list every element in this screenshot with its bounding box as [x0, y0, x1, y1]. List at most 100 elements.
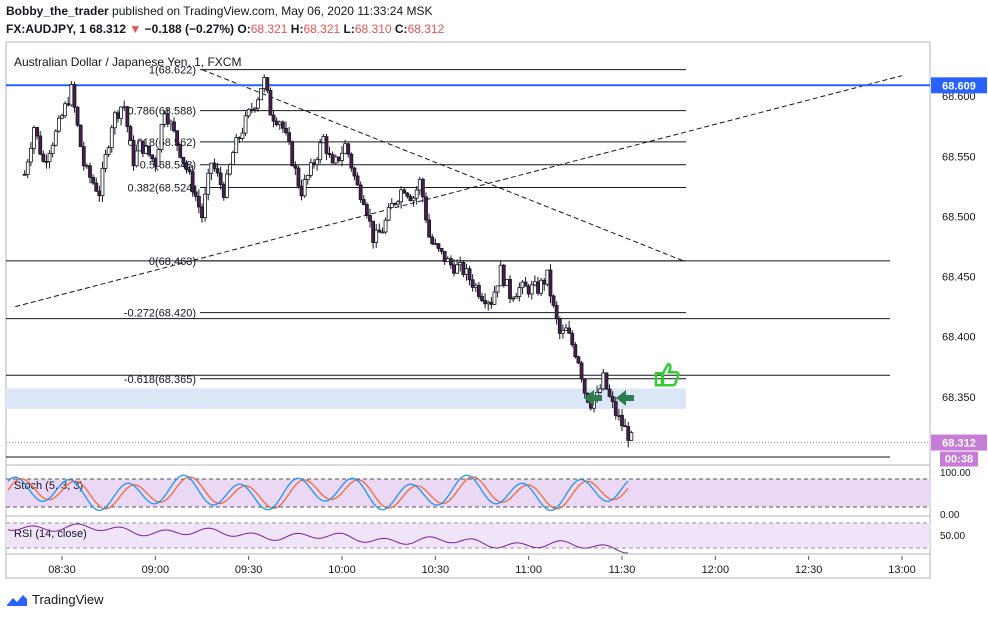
candle-body [392, 202, 397, 205]
y-tick-label: 68.500 [942, 211, 976, 223]
candle-body [430, 236, 435, 245]
stoch-tick: 0.00 [940, 510, 960, 521]
chart-title: Australian Dollar / Japanese Yen, 1, FXC… [14, 55, 241, 69]
candle-body [137, 140, 142, 152]
symbol-header: FX:AUDJPY, 1 68.312 ▼ −0.188 (−0.27%) O:… [6, 22, 444, 36]
candle-body [35, 127, 40, 137]
candle-body [489, 301, 494, 305]
candle-body [153, 158, 158, 167]
candle-body [573, 344, 578, 358]
last-price-tag [931, 434, 987, 451]
candle-body [623, 425, 628, 428]
candle-body [333, 156, 338, 164]
x-tick-label: 13:00 [888, 564, 916, 576]
candle-body [517, 287, 522, 297]
tradingview-brand[interactable]: TradingView [32, 592, 104, 607]
trendline-down [201, 69, 684, 262]
candle-body [352, 167, 357, 177]
candle-body [396, 201, 400, 205]
candle-body [560, 330, 565, 334]
candle-body [349, 153, 354, 169]
candle-body [209, 162, 214, 174]
candle-body [231, 152, 236, 165]
last-price-label: 68.312 [942, 438, 976, 450]
candle-body [327, 153, 332, 156]
candle-body [41, 153, 46, 162]
candle-body [125, 106, 130, 128]
last-price: 68.312 [89, 22, 127, 36]
candle-body [498, 264, 503, 287]
candle-body [445, 258, 450, 263]
candle-body [175, 130, 180, 145]
candle-body [268, 89, 273, 116]
candle-body [159, 124, 164, 150]
candle-body [336, 156, 341, 161]
candle-body [84, 165, 89, 168]
candle-body [448, 258, 453, 266]
candle-body [131, 140, 136, 167]
candle-body [442, 251, 447, 263]
candle-body [508, 278, 512, 299]
candle-body [473, 284, 478, 288]
candle-body [582, 378, 587, 394]
candle-body [88, 165, 92, 178]
candle-body [94, 182, 99, 192]
candle-body [458, 261, 463, 266]
support-zone [6, 388, 686, 409]
candle-body [536, 281, 540, 294]
candle-body [265, 77, 270, 91]
rsi-line [7, 523, 629, 554]
candle-body [613, 401, 618, 416]
candle-body [259, 88, 264, 101]
candle-body [237, 137, 242, 140]
candle-body [548, 269, 553, 297]
candle-body [321, 136, 326, 144]
candle-body [464, 268, 469, 275]
candle-body [212, 162, 217, 170]
candle-body [218, 172, 223, 185]
countdown-label: 00:38 [945, 454, 973, 466]
candle-body [224, 173, 229, 198]
candle-body [28, 147, 33, 163]
candle-body [526, 285, 531, 295]
candle-body [299, 185, 304, 197]
symbol-name: FX:AUDJPY, 1 [6, 22, 87, 36]
candle-body [368, 215, 372, 222]
candle-body [106, 147, 111, 155]
candle-body [100, 168, 105, 197]
stoch-label: Stoch (5, 3, 3) [14, 480, 83, 492]
candle-body [564, 327, 568, 331]
candles [22, 74, 634, 448]
candle-body [358, 184, 363, 200]
x-tick-label: 09:30 [235, 564, 263, 576]
candle-body [355, 175, 360, 186]
candle-body [119, 106, 124, 119]
candle-body [486, 301, 491, 305]
candle-body [228, 164, 232, 175]
candle-body [601, 372, 606, 390]
candle-body [570, 332, 575, 346]
candle-body [22, 173, 27, 176]
candle-body [520, 281, 525, 289]
trendline-up [15, 75, 903, 308]
tradingview-logo-icon [7, 594, 27, 606]
author-name[interactable]: Bobby_the_trader [6, 4, 109, 18]
countdown-tag [940, 451, 978, 467]
x-tick-label: 08:30 [48, 564, 76, 576]
candle-body [284, 127, 288, 134]
candle-body [66, 103, 71, 106]
candle-body [302, 179, 307, 197]
candle-body [377, 229, 382, 233]
candle-body [63, 103, 68, 117]
candle-body [200, 206, 204, 219]
candle-body [439, 248, 444, 252]
stoch-d-line [7, 476, 629, 510]
candle-body [364, 204, 369, 216]
candle-body [277, 121, 282, 125]
candle-body [504, 278, 509, 286]
x-tick-label: 12:30 [795, 564, 823, 576]
candle-body [144, 145, 148, 154]
candle-body [72, 84, 77, 108]
candle-body [290, 141, 295, 166]
